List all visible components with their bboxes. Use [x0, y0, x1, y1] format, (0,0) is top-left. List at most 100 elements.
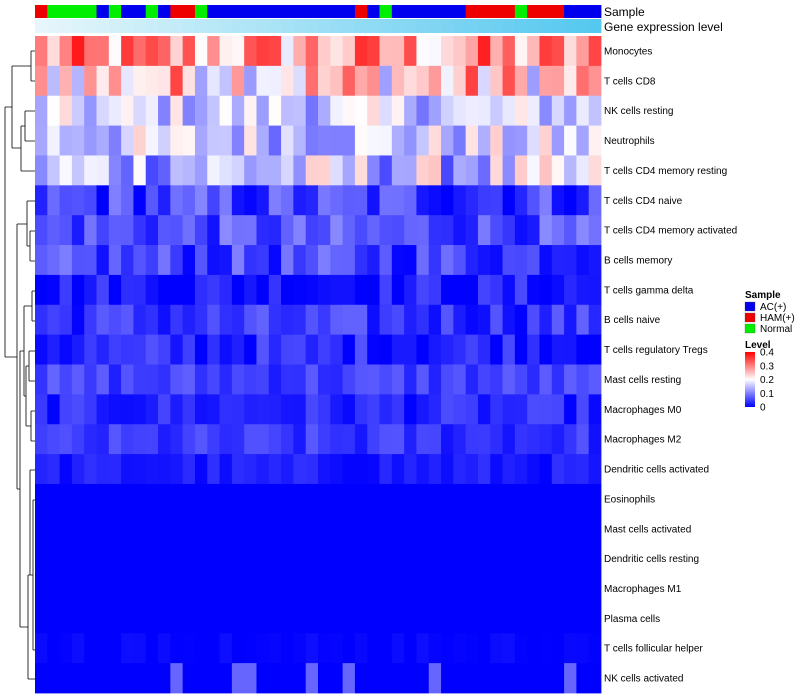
- heatmap-cell: [342, 274, 356, 306]
- heatmap-cell: [281, 65, 294, 97]
- heatmap-cell: [502, 334, 516, 365]
- heatmap-cell: [564, 483, 577, 515]
- heatmap-cell: [96, 334, 110, 365]
- heatmap-cell: [318, 95, 331, 126]
- heatmap-cell: [182, 364, 196, 395]
- heatmap-cell: [391, 245, 405, 276]
- heatmap-cell: [59, 36, 73, 67]
- heatmap-cell: [404, 424, 417, 455]
- heatmap-cell: [416, 543, 430, 574]
- heatmap-cell: [330, 364, 344, 395]
- heatmap-cell: [108, 65, 122, 97]
- heatmap-cell: [379, 454, 393, 485]
- heatmap-cell: [231, 155, 245, 186]
- heatmap-cell: [502, 424, 516, 455]
- heatmap-cell: [453, 274, 467, 306]
- legend-level-ticks: 0.4 0.3 0.2 0.1 0: [760, 348, 774, 414]
- heatmap-cell: [145, 573, 159, 604]
- heatmap-cell: [59, 483, 73, 515]
- heatmap-cell: [158, 543, 171, 574]
- sample-cell: [588, 5, 602, 18]
- heatmap-cell: [145, 663, 159, 694]
- heatmap-cell: [576, 573, 590, 604]
- heatmap-cell: [490, 95, 503, 126]
- heatmap-cell: [367, 334, 380, 365]
- heatmap-cell: [379, 663, 393, 694]
- heatmap-cell: [514, 543, 528, 574]
- heatmap-cell: [367, 573, 380, 604]
- heatmap-cell: [428, 245, 442, 276]
- heatmap-cell: [244, 424, 257, 455]
- sample-cell: [84, 5, 97, 18]
- heatmap-cell: [182, 125, 196, 156]
- heatmap-cell: [293, 125, 307, 156]
- heatmap-cell: [96, 573, 110, 604]
- heatmap-cell: [121, 215, 134, 246]
- heatmap-cell: [576, 304, 590, 336]
- heatmap-cell: [268, 394, 282, 425]
- heatmap-cell: [158, 155, 171, 186]
- heatmap-cell: [514, 454, 528, 485]
- heatmap-cell: [477, 65, 491, 97]
- heatmap-cell: [539, 543, 553, 574]
- heatmap-cell: [465, 573, 479, 604]
- heatmap-cell: [564, 65, 577, 97]
- heatmap-cell: [59, 663, 73, 694]
- heatmap-cell: [96, 304, 110, 336]
- heatmap-cell: [502, 633, 516, 664]
- heatmap-cell: [71, 185, 85, 216]
- sample-cell: [71, 5, 85, 18]
- heatmap-cell: [305, 364, 319, 395]
- heatmap-cell: [477, 245, 491, 276]
- heatmap-cell: [219, 543, 233, 574]
- heatmap-cell: [219, 245, 233, 276]
- heatmap-cell: [121, 185, 134, 216]
- heatmap-cell: [342, 543, 356, 574]
- heatmap-cell: [428, 633, 442, 664]
- heatmap-cell: [453, 483, 467, 515]
- heatmap-cell: [354, 95, 368, 126]
- heatmap-cell: [244, 274, 257, 306]
- row-label: Neutrophils: [604, 136, 655, 147]
- heatmap-cell: [514, 245, 528, 276]
- heatmap-cell: [564, 513, 577, 545]
- heatmap-cell: [416, 304, 430, 336]
- heatmap-cell: [84, 603, 97, 634]
- heatmap-cell: [293, 573, 307, 604]
- heatmap-cell: [576, 274, 590, 306]
- heatmap-cell: [330, 36, 344, 67]
- heatmap-cell: [133, 424, 147, 455]
- heatmap-cell: [71, 304, 85, 336]
- heatmap-cell: [391, 424, 405, 455]
- sample-cell: [502, 5, 516, 18]
- heatmap-cell: [158, 364, 171, 395]
- heatmap-cell: [539, 394, 553, 425]
- heatmap-cell: [502, 394, 516, 425]
- heatmap-cell: [145, 334, 159, 365]
- heatmap-cell: [588, 424, 602, 455]
- expression-cell: [354, 19, 368, 33]
- heatmap-cell: [391, 185, 405, 216]
- heatmap-cell: [145, 245, 159, 276]
- heatmap-cell: [514, 663, 528, 694]
- heatmap-cell: [391, 274, 405, 306]
- expression-cell: [194, 19, 208, 33]
- heatmap-cell: [59, 603, 73, 634]
- heatmap-cell: [342, 394, 356, 425]
- heatmap-cell: [71, 125, 85, 156]
- heatmap-cell: [194, 663, 208, 694]
- heatmap-cell: [145, 185, 159, 216]
- heatmap-cell: [256, 394, 270, 425]
- heatmap-cell: [145, 543, 159, 574]
- sample-cell: [96, 5, 110, 18]
- heatmap-cell: [194, 364, 208, 395]
- heatmap-cell: [281, 633, 294, 664]
- heatmap-cell: [342, 185, 356, 216]
- heatmap-cell: [47, 543, 61, 574]
- heatmap-cell: [133, 513, 147, 545]
- heatmap-cell: [96, 65, 110, 97]
- heatmap-cell: [354, 394, 368, 425]
- heatmap-cell: [84, 364, 97, 395]
- heatmap-cell: [231, 394, 245, 425]
- heatmap-cell: [416, 245, 430, 276]
